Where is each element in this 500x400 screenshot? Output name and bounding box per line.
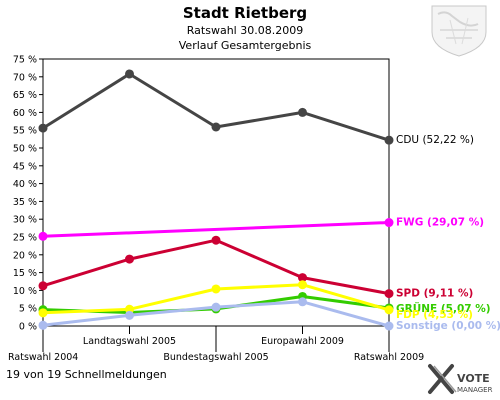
data-point-spd [38, 281, 48, 291]
logo-manager: MANAGER [457, 386, 493, 394]
y-tick-label: 45 % [13, 161, 37, 172]
chart-subtitle: Ratswahl 30.08.2009 [187, 24, 303, 37]
plot-area: 0 % 5 % 10 % 15 % 20 % 25 % 30 % 35 % 40 % 45 % 50… [8, 55, 500, 364]
footer-note: 19 von 19 Schnellmeldungen [6, 368, 167, 381]
logo-vote: VOTE [457, 372, 490, 385]
data-point-cdu [38, 123, 48, 133]
x-tick-label: Europawahl 2009 [261, 336, 344, 347]
data-point-sonstige [38, 320, 48, 330]
y-tick-label: 20 % [13, 250, 37, 261]
data-point-spd [125, 254, 134, 264]
series-label-grne: GRÜNE (5,07 %) [396, 301, 491, 315]
series-label-sonstige: Sonstige (0,00 %) [396, 320, 500, 332]
coat-of-arms-icon [431, 5, 487, 57]
x-tick-label: Bundestagswahl 2005 [163, 352, 268, 363]
data-point-spd [384, 289, 394, 299]
y-tick-label: 50 % [13, 144, 37, 155]
data-point-fdp [38, 308, 48, 318]
series-label-cdu: CDU (52,22 %) [396, 134, 474, 146]
data-point-spd [211, 235, 221, 245]
data-point-fdp [384, 305, 394, 315]
y-tick-label: 0 % [19, 322, 37, 333]
data-point-spd [298, 273, 307, 283]
series-label-fdp: FDP (4,53 %) [396, 309, 473, 321]
y-tick-label: 40 % [13, 179, 37, 190]
y-tick-label: 15 % [13, 268, 37, 279]
y-tick-label: 35 % [13, 197, 37, 208]
chart-title: Stadt Rietberg [183, 4, 307, 22]
series-label-spd: SPD (9,11 %) [396, 288, 473, 300]
y-tick-label: 75 % [13, 55, 37, 66]
series-label-fwg: FWG (29,07 %) [396, 217, 484, 229]
series-line-fwg [42, 221, 390, 238]
chart-subtitle-2: Verlauf Gesamtergebnis [179, 39, 312, 52]
data-point-fdp [298, 280, 307, 290]
y-tick-label: 5 % [19, 304, 37, 315]
vote-manager-logo: VOTE MANAGER [428, 364, 493, 394]
x-tick-label: Ratswahl 2009 [354, 352, 424, 363]
y-tick-label: 70 % [13, 72, 37, 83]
data-point-cdu [125, 69, 134, 79]
data-point-cdu [211, 122, 221, 132]
x-tick-label: Landtagswahl 2005 [83, 336, 176, 347]
x-tick-label: Ratswahl 2004 [8, 352, 78, 363]
y-tick-label: 60 % [13, 108, 37, 119]
data-point-fwg [384, 218, 394, 228]
y-tick-label: 65 % [13, 90, 37, 101]
y-tick-label: 55 % [13, 126, 37, 137]
y-tick-label: 25 % [13, 233, 37, 244]
data-point-sonstige [125, 310, 134, 320]
y-tick-label: 30 % [13, 215, 37, 226]
data-point-cdu [384, 135, 394, 145]
data-point-fwg [38, 231, 48, 241]
data-point-sonstige [384, 321, 394, 331]
data-point-cdu [298, 107, 307, 117]
y-tick-label: 10 % [13, 286, 37, 297]
data-point-sonstige [211, 302, 221, 312]
data-point-sonstige [298, 297, 307, 307]
data-point-fdp [211, 284, 221, 294]
